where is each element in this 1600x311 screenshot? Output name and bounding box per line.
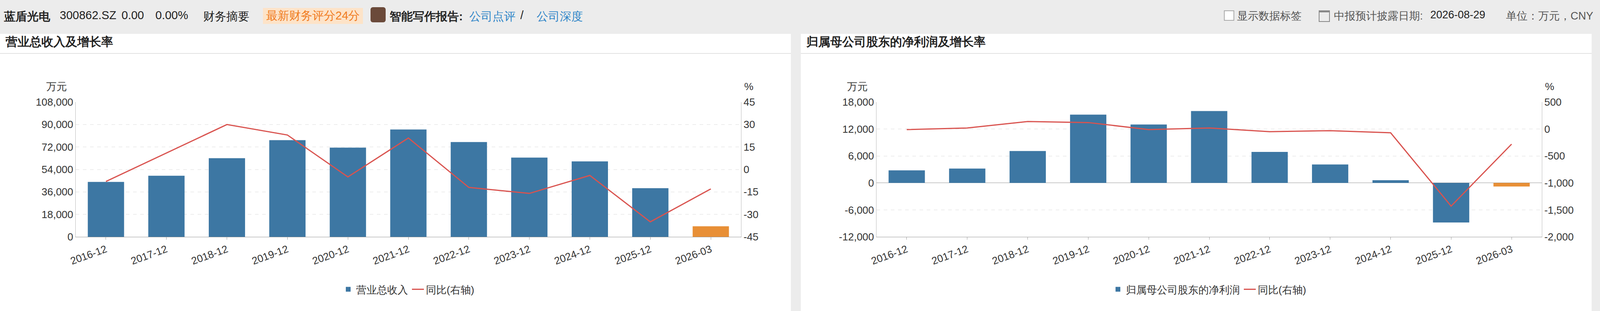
svg-text:12,000: 12,000 — [842, 123, 875, 136]
html-text:300862.SZ 0.00: 300862.SZ 0.00 — [59, 8, 145, 22]
svg-text:30: 30 — [743, 118, 755, 131]
svg-text:2020-12: 2020-12 — [1111, 242, 1152, 267]
svg-text:-30: -30 — [743, 208, 759, 221]
svg-text:108,000: 108,000 — [35, 96, 74, 108]
svg-text:-1,500: -1,500 — [1544, 203, 1574, 216]
svg-text:36,000: 36,000 — [41, 185, 74, 198]
svg-text:-6,000: -6,000 — [844, 203, 875, 216]
svg-text:2016-12: 2016-12 — [869, 242, 910, 267]
svg-text:2025-12: 2025-12 — [613, 242, 653, 267]
svg-text:90,000: 90,000 — [41, 118, 74, 131]
svg-text:同比(右轴): 同比(右轴) — [1257, 283, 1306, 296]
svg-text:%: % — [1545, 80, 1555, 93]
svg-text:2024-12: 2024-12 — [552, 242, 593, 267]
html-text:2026-08-29: 2026-08-29 — [1430, 8, 1486, 21]
svg-text:2021-12: 2021-12 — [1172, 242, 1212, 267]
svg-text:45: 45 — [743, 96, 755, 108]
svg-text:2020-12: 2020-12 — [310, 242, 351, 267]
svg-text:2022-12: 2022-12 — [1232, 242, 1273, 267]
svg-text:万元: 万元 — [46, 80, 67, 93]
svg-text:500: 500 — [1544, 96, 1562, 108]
svg-text:2023-12: 2023-12 — [1292, 242, 1333, 267]
svg-text:0: 0 — [1544, 123, 1550, 136]
html-text:公司点评 /: 公司点评 / — [469, 8, 524, 23]
svg-text:万元: 万元 — [847, 80, 868, 93]
svg-text:15: 15 — [743, 141, 755, 153]
svg-text:2017-12: 2017-12 — [129, 242, 169, 267]
svg-text:72,000: 72,000 — [41, 141, 74, 153]
svg-text:2021-12: 2021-12 — [371, 242, 412, 267]
svg-text:2024-12: 2024-12 — [1353, 242, 1394, 267]
svg-text:2022-12: 2022-12 — [431, 242, 472, 267]
svg-text:2023-12: 2023-12 — [492, 242, 532, 267]
html-text:归属母公司股东的净利润及增长率: 归属母公司股东的净利润及增长率 — [806, 35, 986, 49]
svg-text:-2,000: -2,000 — [1544, 230, 1574, 243]
svg-text:-500: -500 — [1544, 149, 1565, 162]
svg-text:2017-12: 2017-12 — [929, 242, 970, 267]
svg-text:营业总收入: 营业总收入 — [356, 283, 408, 296]
svg-text:0: 0 — [67, 230, 73, 243]
svg-text:2016-12: 2016-12 — [68, 242, 109, 267]
svg-text:2026-03: 2026-03 — [673, 242, 714, 267]
svg-text:54,000: 54,000 — [41, 163, 74, 176]
html-text:营业总收入及增长率: 营业总收入及增长率 — [5, 35, 114, 49]
svg-text:%: % — [744, 80, 754, 93]
svg-text:-45: -45 — [743, 230, 759, 243]
svg-text:归属母公司股东的净利润: 归属母公司股东的净利润 — [1125, 283, 1240, 296]
html-text:智能写作报告:: 智能写作报告: — [389, 9, 463, 23]
html-text:显示数据标签: 显示数据标签 — [1237, 9, 1302, 22]
svg-text:0: 0 — [868, 176, 874, 189]
svg-text:-1,000: -1,000 — [1544, 176, 1574, 189]
svg-text:同比(右轴): 同比(右轴) — [425, 283, 475, 296]
svg-text:-12,000: -12,000 — [839, 230, 875, 243]
html-text:公司深度: 公司深度 — [536, 9, 583, 23]
svg-text:2019-12: 2019-12 — [1050, 242, 1091, 267]
svg-text:2025-12: 2025-12 — [1413, 242, 1454, 267]
svg-text:0: 0 — [743, 163, 750, 176]
html-text:单位：万元，CNY: 单位：万元，CNY — [1505, 9, 1594, 22]
svg-text:-15: -15 — [743, 185, 759, 198]
svg-text:18,000: 18,000 — [41, 208, 74, 221]
svg-text:2019-12: 2019-12 — [250, 242, 291, 267]
svg-text:6,000: 6,000 — [848, 149, 875, 162]
html-text:财务摘要: 财务摘要 — [203, 9, 250, 23]
svg-text:2026-03: 2026-03 — [1474, 242, 1515, 267]
html-text:蓝盾光电: 蓝盾光电 — [3, 9, 51, 23]
svg-text:2018-12: 2018-12 — [990, 242, 1031, 267]
html-text:0.00%: 0.00% — [155, 8, 189, 22]
html-text:中报预计披露日期:: 中报预计披露日期: — [1333, 9, 1423, 22]
html-text:最新财务评分24分: 最新财务评分24分 — [266, 9, 360, 22]
svg-text:2018-12: 2018-12 — [189, 242, 230, 267]
svg-text:18,000: 18,000 — [842, 96, 875, 108]
